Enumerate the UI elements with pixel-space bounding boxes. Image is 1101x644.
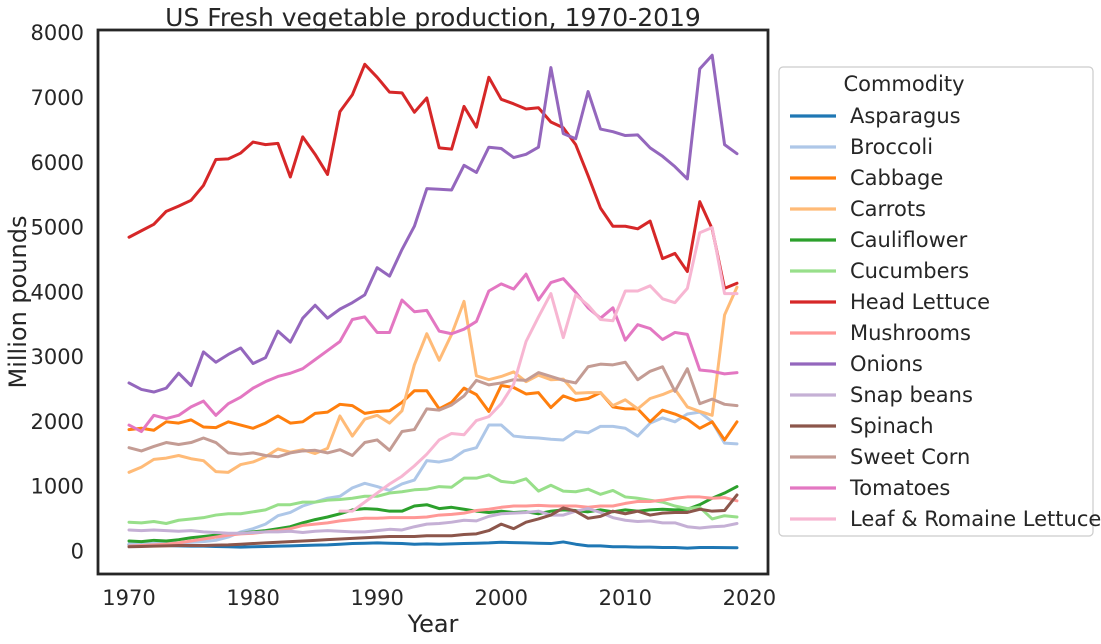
y-tick-label: 3000 <box>31 345 84 369</box>
y-tick-label: 1000 <box>31 475 84 499</box>
series-line-leaf-romaine-lettuce <box>338 226 739 513</box>
y-tick-label: 7000 <box>31 86 84 110</box>
x-tick-label: 1990 <box>350 586 403 610</box>
legend: Commodity Asparagus Broccoli Cabbage Carrot… <box>778 66 1101 537</box>
legend-label-cabbage: Cabbage <box>850 166 943 190</box>
legend-label-carrots: Carrots <box>850 197 926 221</box>
series-line-snap-beans <box>127 507 739 535</box>
series-line-mushrooms <box>127 495 739 548</box>
series-line-sweet-corn <box>127 360 739 459</box>
chart-title: US Fresh vegetable production, 1970-2019 <box>165 3 701 32</box>
x-tick-label: 2010 <box>599 586 652 610</box>
plot-area <box>127 53 739 550</box>
y-tick-label: 5000 <box>31 216 84 240</box>
y-tick-label: 6000 <box>31 151 84 175</box>
legend-items: Asparagus Broccoli Cabbage Carrots Cauliflow… <box>790 104 1101 531</box>
legend-label-snap-beans: Snap beans <box>850 383 973 407</box>
axes-frame <box>96 28 770 576</box>
series-line-onions <box>127 53 739 394</box>
legend-label-sweet-corn: Sweet Corn <box>850 445 970 469</box>
legend-label-tomatoes: Tomatoes <box>849 476 950 500</box>
x-tick-label: 2020 <box>723 586 776 610</box>
series-line-carrots <box>127 285 739 474</box>
legend-label-head-lettuce: Head Lettuce <box>850 290 990 314</box>
y-tick-label: 4000 <box>31 280 84 304</box>
y-tick-label: 8000 <box>31 21 84 45</box>
y-axis-label: Million pounds <box>4 216 32 389</box>
legend-label-leaf-romaine-lettuce: Leaf & Romaine Lettuce <box>850 507 1101 531</box>
legend-title: Commodity <box>843 72 964 96</box>
legend-label-broccoli: Broccoli <box>850 135 933 159</box>
x-tick-label: 2000 <box>475 586 528 610</box>
y-tick-label: 2000 <box>31 410 84 434</box>
legend-label-onions: Onions <box>850 352 923 376</box>
x-axis-label: Year <box>407 610 459 638</box>
x-tick-label: 1980 <box>226 586 279 610</box>
legend-label-cauliflower: Cauliflower <box>850 228 968 252</box>
y-tick-labels: 0 1000 2000 3000 4000 5000 6000 7000 8000 <box>31 21 84 563</box>
series-line-head-lettuce <box>127 62 739 290</box>
series-line-tomatoes <box>127 272 739 434</box>
legend-frame <box>778 66 1094 537</box>
series-line-spinach <box>127 493 739 549</box>
series-line-cucumbers <box>127 473 739 525</box>
series-line-asparagus <box>127 540 739 550</box>
x-tick-label: 1970 <box>102 586 155 610</box>
legend-label-asparagus: Asparagus <box>850 104 961 128</box>
y-tick-label: 0 <box>71 539 84 563</box>
x-tick-labels: 1970 1980 1990 2000 2010 2020 <box>102 586 776 610</box>
legend-label-spinach: Spinach <box>850 414 934 438</box>
legend-label-mushrooms: Mushrooms <box>850 321 971 345</box>
legend-label-cucumbers: Cucumbers <box>850 259 969 283</box>
